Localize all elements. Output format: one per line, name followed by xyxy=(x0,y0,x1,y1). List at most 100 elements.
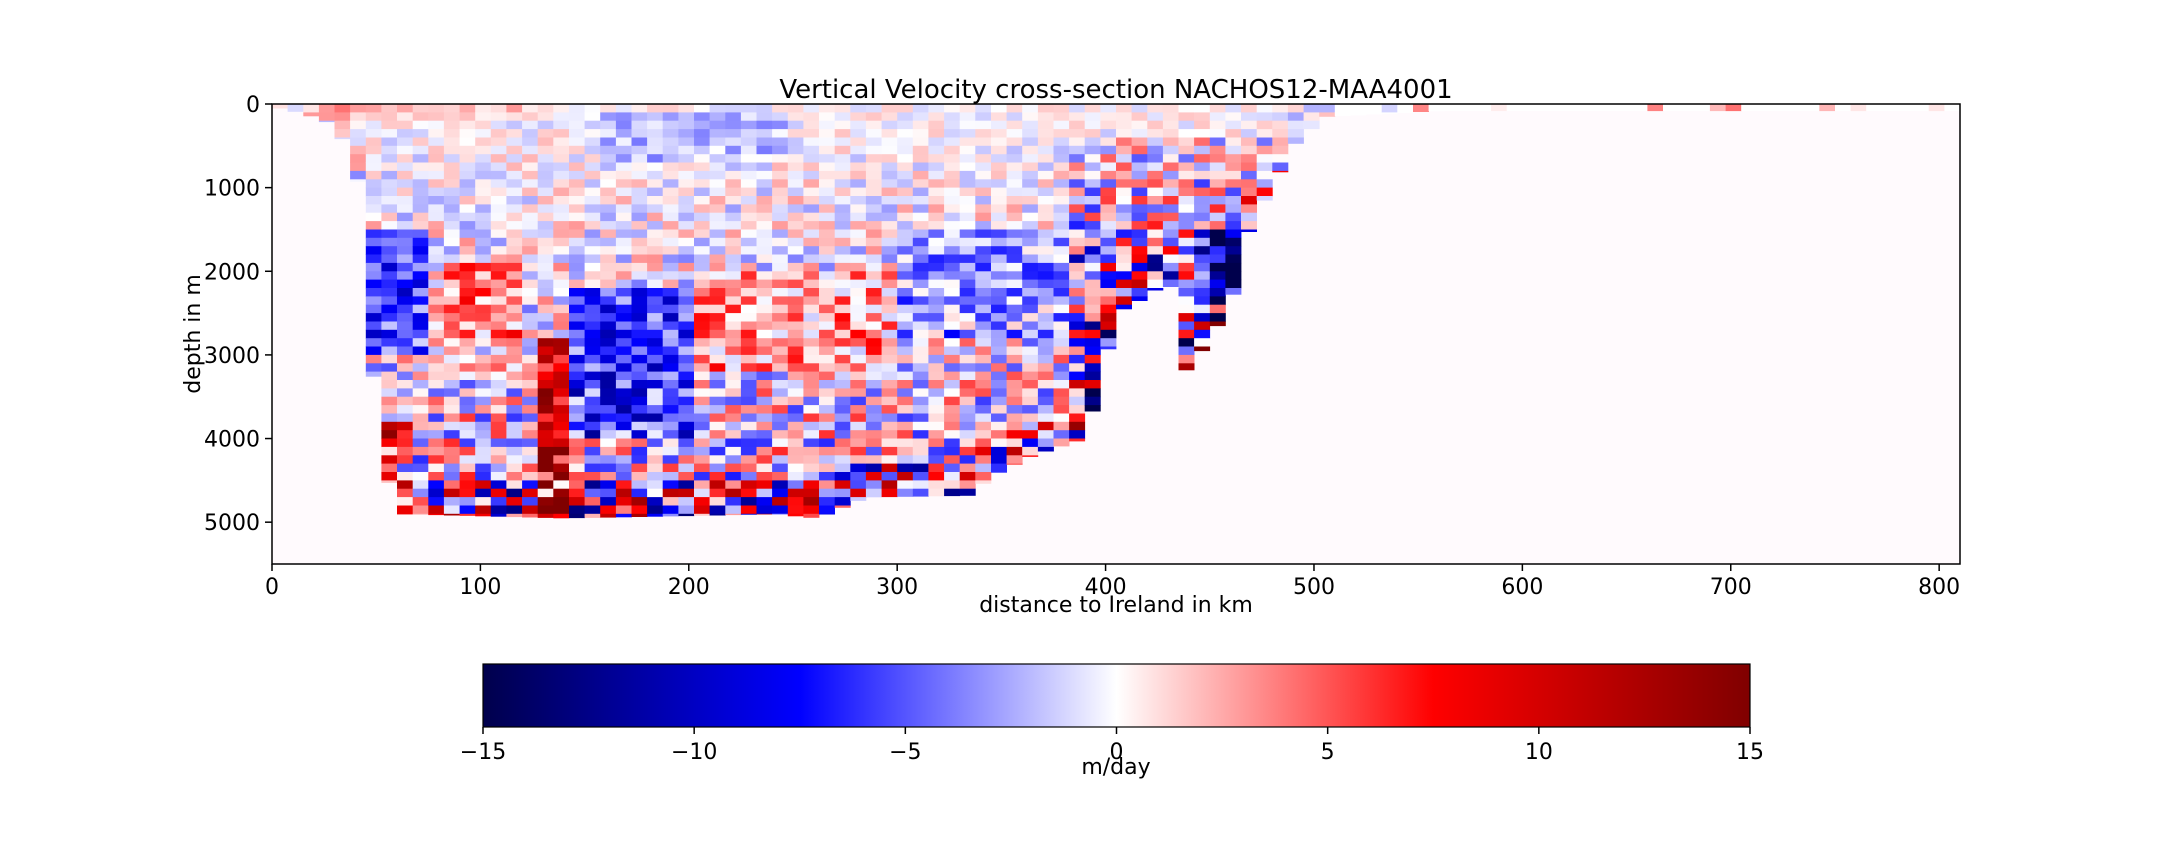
heatmap-cell xyxy=(959,313,976,322)
heatmap-cell xyxy=(740,162,757,172)
heatmap-cell xyxy=(1022,288,1039,297)
heatmap-cell xyxy=(928,112,945,122)
heatmap-cell xyxy=(928,321,945,331)
heatmap-cell xyxy=(772,271,789,281)
heatmap-cell xyxy=(865,396,882,406)
heatmap-cell xyxy=(1209,196,1226,205)
heatmap-cell xyxy=(428,430,445,439)
heatmap-cell xyxy=(522,221,539,230)
heatmap-cell xyxy=(709,204,726,214)
heatmap-cell xyxy=(834,321,851,331)
heatmap-cell xyxy=(1100,179,1117,189)
heatmap-cell xyxy=(897,279,914,289)
heatmap-cell xyxy=(1022,430,1039,439)
heatmap-cell xyxy=(490,329,507,339)
heatmap-cell xyxy=(725,513,742,516)
heatmap-cell xyxy=(834,254,851,264)
heatmap-cell xyxy=(350,170,367,180)
heatmap-cell xyxy=(1006,237,1023,247)
heatmap-cell xyxy=(631,104,648,113)
heatmap-cell xyxy=(1131,254,1148,264)
heatmap-cell xyxy=(1178,187,1195,197)
heatmap-cell xyxy=(772,329,789,339)
heatmap-cell xyxy=(1209,120,1226,130)
heatmap-cell xyxy=(1037,363,1054,373)
heatmap-cell xyxy=(1006,271,1023,281)
heatmap-cell xyxy=(1069,438,1086,442)
heatmap-cell xyxy=(897,338,914,347)
heatmap-cell xyxy=(944,463,961,473)
heatmap-cell xyxy=(897,446,914,456)
heatmap-cell xyxy=(912,396,929,406)
heatmap-cell xyxy=(1147,154,1164,163)
heatmap-cell xyxy=(600,505,617,515)
heatmap-cell xyxy=(553,262,570,272)
heatmap-cell xyxy=(1069,296,1086,306)
heatmap-cell xyxy=(694,488,710,498)
heatmap-cell xyxy=(991,129,1007,138)
heatmap-cell xyxy=(1069,363,1086,373)
heatmap-cell xyxy=(506,246,523,255)
heatmap-cell xyxy=(912,271,929,281)
heatmap-cell xyxy=(475,480,492,490)
heatmap-cell xyxy=(615,313,632,322)
heatmap-cell xyxy=(381,162,398,172)
heatmap-cell xyxy=(615,246,632,255)
heatmap-cell xyxy=(662,363,679,373)
colorbar-tick-label: −15 xyxy=(460,740,506,765)
heatmap-cell xyxy=(1209,170,1226,180)
heatmap-cell xyxy=(991,296,1007,306)
heatmap-cell xyxy=(803,162,820,172)
heatmap-cell xyxy=(631,221,648,230)
heatmap-cell xyxy=(1084,154,1101,163)
heatmap-cell xyxy=(865,346,882,356)
heatmap-cell xyxy=(381,438,398,448)
heatmap-cell xyxy=(850,455,867,465)
heatmap-cell xyxy=(787,472,804,481)
heatmap-cell xyxy=(1788,104,1805,112)
heatmap-cell xyxy=(928,413,945,423)
heatmap-cell xyxy=(1100,288,1117,297)
heatmap-cell xyxy=(490,145,507,155)
heatmap-cell xyxy=(615,288,632,297)
heatmap-cell xyxy=(584,221,601,230)
heatmap-cell xyxy=(865,237,882,247)
heatmap-cell xyxy=(1225,262,1242,272)
heatmap-cell xyxy=(1209,237,1226,247)
heatmap-cell xyxy=(522,104,539,113)
heatmap-cell xyxy=(584,313,601,322)
heatmap-cell xyxy=(897,346,914,356)
heatmap-cell xyxy=(803,212,820,222)
heatmap-cell xyxy=(537,338,554,347)
heatmap-cell xyxy=(428,313,445,322)
heatmap-cell xyxy=(522,463,539,473)
heatmap-cell xyxy=(756,204,773,214)
heatmap-cell xyxy=(600,137,617,147)
heatmap-cell xyxy=(381,187,398,197)
heatmap-cell xyxy=(897,413,914,423)
heatmap-cell xyxy=(443,221,460,230)
heatmap-cell xyxy=(740,313,757,322)
heatmap-cell xyxy=(725,497,742,506)
heatmap-cell xyxy=(1069,154,1086,163)
heatmap-cell xyxy=(1256,162,1273,172)
heatmap-cell xyxy=(834,212,851,222)
heatmap-cell xyxy=(1006,187,1023,197)
heatmap-cell xyxy=(600,129,617,138)
heatmap-cell xyxy=(490,170,507,180)
heatmap-cell xyxy=(381,346,398,356)
heatmap-cell xyxy=(365,237,382,247)
heatmap-cell xyxy=(819,187,835,197)
heatmap-cell xyxy=(1053,354,1070,364)
heatmap-cell xyxy=(1147,212,1164,222)
heatmap-cell xyxy=(662,488,679,498)
heatmap-cell xyxy=(381,212,398,222)
heatmap-cell xyxy=(1584,104,1601,112)
heatmap-cell xyxy=(834,463,851,473)
heatmap-cell xyxy=(803,380,820,389)
heatmap-cell xyxy=(1037,279,1054,289)
heatmap-cell xyxy=(459,112,476,122)
heatmap-cell xyxy=(397,463,413,473)
heatmap-cell xyxy=(694,112,710,122)
heatmap-cell xyxy=(522,430,539,439)
